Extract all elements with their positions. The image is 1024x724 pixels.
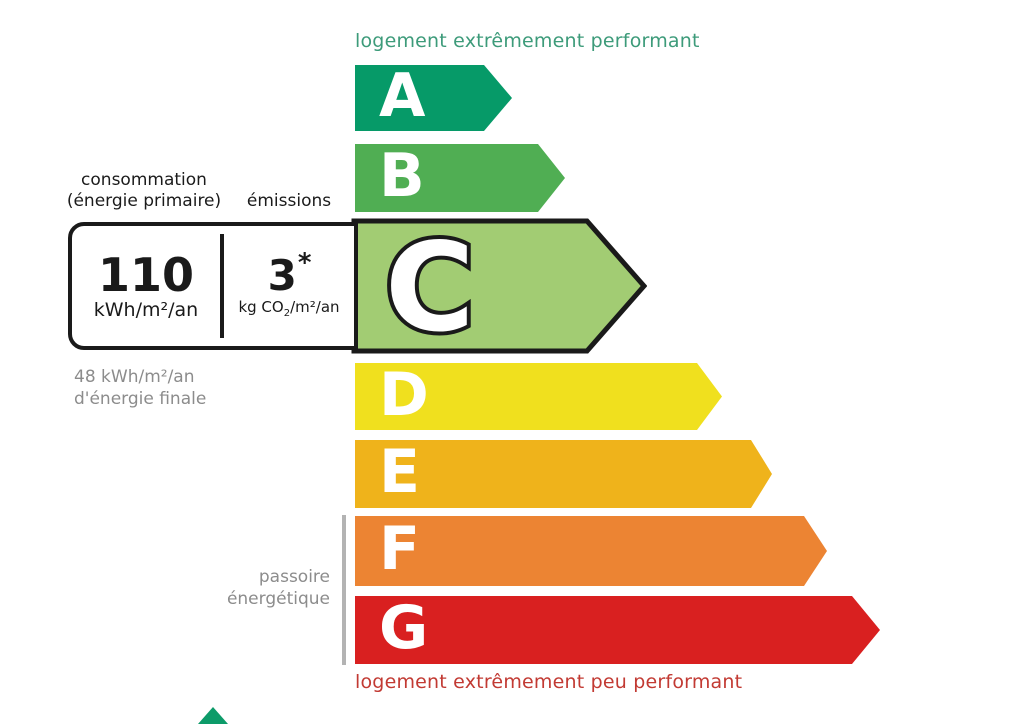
passoire-label-line1: passoire <box>258 567 330 587</box>
consumption-header-line1: consommation <box>81 170 207 190</box>
bottom-legend-label: logement extrêmement peu performant <box>355 671 743 693</box>
emissions-value: 3* <box>267 250 312 300</box>
emissions-unit-sub: 2 <box>283 307 291 319</box>
class-b-bar: B <box>355 144 565 212</box>
consumption-unit: kWh/m²/an <box>93 298 199 321</box>
emissions-header: émissions <box>246 191 332 211</box>
emissions-asterisk: * <box>297 247 312 278</box>
energy-info-box: 110 kWh/m²/an 3* kg CO2/m²/an <box>68 222 358 350</box>
emissions-number: 3 <box>267 250 297 300</box>
class-c-bar: C <box>351 218 647 354</box>
final-energy-line2: d'énergie finale <box>74 389 207 410</box>
emissions-column: 3* kg CO2/m²/an <box>224 226 354 346</box>
emissions-unit-suffix: /m²/an <box>290 297 340 316</box>
climate-scale-marker-triangle <box>198 707 228 724</box>
class-g-bar: G <box>355 596 880 664</box>
class-d-bar: D <box>355 363 722 430</box>
class-e-bar: E <box>355 440 772 508</box>
passoire-bracket-line <box>342 515 346 665</box>
emissions-unit-prefix: kg CO <box>238 297 284 316</box>
class-c-letter: C <box>385 218 475 354</box>
consumption-header-line2: (énergie primaire) <box>66 191 222 212</box>
consumption-header: consommation (énergie primaire) <box>60 170 228 213</box>
final-energy-note: 48 kWh/m²/an d'énergie finale <box>74 366 206 410</box>
consumption-column: 110 kWh/m²/an <box>72 226 220 346</box>
consumption-value: 110 <box>97 247 195 302</box>
passoire-label-line2: énergétique <box>226 589 330 610</box>
class-f-bar: F <box>355 516 827 586</box>
emissions-unit: kg CO2/m²/an <box>238 297 340 319</box>
top-legend-label: logement extrêmement performant <box>355 30 700 52</box>
final-energy-line1: 48 kWh/m²/an <box>74 367 195 387</box>
passoire-label: passoire énergétique <box>227 566 330 610</box>
class-a-bar: A <box>355 65 512 131</box>
info-box-divider <box>220 234 224 338</box>
